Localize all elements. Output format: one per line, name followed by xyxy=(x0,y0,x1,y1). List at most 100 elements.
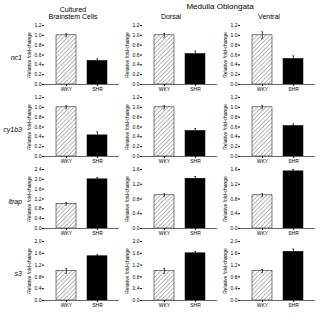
svg-text:WKY: WKY xyxy=(257,86,269,92)
svg-text:0.4: 0.4 xyxy=(231,285,238,291)
svg-text:0.0: 0.0 xyxy=(35,297,42,303)
svg-text:SHR: SHR xyxy=(190,158,201,164)
svg-text:0.2: 0.2 xyxy=(35,71,42,77)
svg-text:0.8: 0.8 xyxy=(231,114,238,120)
svg-text:Relative fold-change: Relative fold-change xyxy=(26,104,32,150)
svg-text:1.2: 1.2 xyxy=(133,22,140,28)
svg-text:Relative fold-change: Relative fold-change xyxy=(222,32,228,78)
svg-text:1.2: 1.2 xyxy=(133,262,140,268)
svg-text:0.4: 0.4 xyxy=(231,61,238,67)
svg-text:0.8: 0.8 xyxy=(231,274,238,280)
svg-text:WKY: WKY xyxy=(159,86,171,92)
svg-text:0.0: 0.0 xyxy=(133,297,140,303)
svg-text:0.0: 0.0 xyxy=(231,225,238,231)
svg-text:WKY: WKY xyxy=(257,230,269,236)
svg-text:0.6: 0.6 xyxy=(231,124,238,130)
svg-text:2.0: 2.0 xyxy=(231,238,238,244)
svg-text:Relative fold-change: Relative fold-change xyxy=(26,176,32,222)
svg-text:0.8: 0.8 xyxy=(231,196,238,202)
svg-text:0.0: 0.0 xyxy=(35,153,42,159)
svg-text:1.2: 1.2 xyxy=(231,94,238,100)
svg-text:WKY: WKY xyxy=(257,158,269,164)
svg-text:SHR: SHR xyxy=(92,302,103,308)
svg-text:1.0: 1.0 xyxy=(35,32,42,38)
svg-text:SHR: SHR xyxy=(190,230,201,236)
svg-text:0.4: 0.4 xyxy=(231,210,238,216)
svg-text:SHR: SHR xyxy=(288,86,299,92)
svg-text:0.8: 0.8 xyxy=(231,42,238,48)
svg-text:SHR: SHR xyxy=(92,230,103,236)
svg-text:Relative fold-change: Relative fold-change xyxy=(124,104,130,150)
svg-text:WKY: WKY xyxy=(159,158,171,164)
svg-text:0.0: 0.0 xyxy=(231,297,238,303)
svg-text:0.0: 0.0 xyxy=(133,153,140,159)
svg-text:0.4: 0.4 xyxy=(35,61,42,67)
svg-text:0.0: 0.0 xyxy=(133,81,140,87)
svg-text:WKY: WKY xyxy=(61,302,73,308)
svg-text:0.8: 0.8 xyxy=(133,42,140,48)
svg-text:1.6: 1.6 xyxy=(35,186,42,192)
svg-text:0.0: 0.0 xyxy=(231,153,238,159)
svg-text:1.0: 1.0 xyxy=(133,32,140,38)
svg-text:1.2: 1.2 xyxy=(133,94,140,100)
svg-text:0.2: 0.2 xyxy=(133,143,140,149)
svg-text:1.0: 1.0 xyxy=(231,104,238,110)
svg-text:2.0: 2.0 xyxy=(133,238,140,244)
svg-text:SHR: SHR xyxy=(92,86,103,92)
svg-text:WKY: WKY xyxy=(61,158,73,164)
svg-text:1.0: 1.0 xyxy=(231,32,238,38)
svg-text:2.4: 2.4 xyxy=(35,166,42,172)
svg-text:0.4: 0.4 xyxy=(231,133,238,139)
svg-text:WKY: WKY xyxy=(61,86,73,92)
svg-text:0.6: 0.6 xyxy=(231,52,238,58)
svg-text:0.4: 0.4 xyxy=(133,285,140,291)
svg-text:2.0: 2.0 xyxy=(35,176,42,182)
svg-text:2.0: 2.0 xyxy=(35,238,42,244)
svg-text:Relative fold-change: Relative fold-change xyxy=(124,248,130,294)
svg-text:1.2: 1.2 xyxy=(231,262,238,268)
svg-text:0.2: 0.2 xyxy=(35,143,42,149)
svg-text:WKY: WKY xyxy=(61,230,73,236)
svg-text:Relative fold-change: Relative fold-change xyxy=(26,32,32,78)
svg-text:0.8: 0.8 xyxy=(35,42,42,48)
svg-text:1.2: 1.2 xyxy=(35,196,42,202)
svg-text:0.4: 0.4 xyxy=(133,133,140,139)
svg-text:1.6: 1.6 xyxy=(35,250,42,256)
svg-text:SHR: SHR xyxy=(288,158,299,164)
svg-text:0.8: 0.8 xyxy=(133,196,140,202)
svg-text:0.8: 0.8 xyxy=(35,114,42,120)
svg-text:0.2: 0.2 xyxy=(231,143,238,149)
svg-text:Relative fold-change: Relative fold-change xyxy=(124,32,130,78)
svg-text:0.6: 0.6 xyxy=(133,124,140,130)
svg-text:0.6: 0.6 xyxy=(35,52,42,58)
svg-text:1.0: 1.0 xyxy=(133,104,140,110)
svg-text:1.2: 1.2 xyxy=(231,22,238,28)
svg-text:0.4: 0.4 xyxy=(35,285,42,291)
svg-text:1.6: 1.6 xyxy=(133,250,140,256)
svg-text:0.8: 0.8 xyxy=(133,274,140,280)
svg-text:0.6: 0.6 xyxy=(35,124,42,130)
svg-text:Relative fold-change: Relative fold-change xyxy=(222,104,228,150)
svg-text:1.6: 1.6 xyxy=(133,166,140,172)
svg-text:0.4: 0.4 xyxy=(133,210,140,216)
svg-text:0.0: 0.0 xyxy=(133,225,140,231)
svg-text:1.2: 1.2 xyxy=(231,181,238,187)
svg-text:0.2: 0.2 xyxy=(231,71,238,77)
svg-text:0.0: 0.0 xyxy=(35,81,42,87)
svg-text:0.8: 0.8 xyxy=(35,205,42,211)
svg-text:SHR: SHR xyxy=(190,302,201,308)
svg-text:Relative fold-change: Relative fold-change xyxy=(222,176,228,222)
svg-text:Relative fold-change: Relative fold-change xyxy=(124,176,130,222)
svg-text:WKY: WKY xyxy=(159,302,171,308)
svg-text:1.6: 1.6 xyxy=(231,166,238,172)
svg-text:0.6: 0.6 xyxy=(133,52,140,58)
svg-text:0.8: 0.8 xyxy=(35,274,42,280)
svg-text:SHR: SHR xyxy=(288,230,299,236)
svg-text:Relative fold-change: Relative fold-change xyxy=(26,248,32,294)
svg-text:1.2: 1.2 xyxy=(35,94,42,100)
svg-text:SHR: SHR xyxy=(288,302,299,308)
svg-text:1.2: 1.2 xyxy=(35,22,42,28)
svg-text:1.2: 1.2 xyxy=(35,262,42,268)
svg-text:1.6: 1.6 xyxy=(231,250,238,256)
svg-text:SHR: SHR xyxy=(92,158,103,164)
